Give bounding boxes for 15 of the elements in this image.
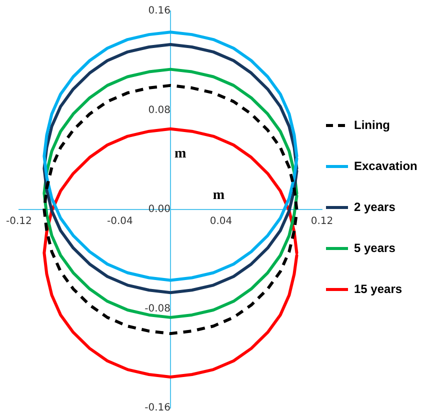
x-tick-label: 0.04 (210, 216, 232, 228)
y-tick-label: -0.16 (144, 402, 170, 414)
y-axis-title: m (174, 146, 186, 162)
legend-label: 5 years (354, 240, 396, 255)
x-axis-title: m (212, 188, 225, 204)
legend-label: Excavation (354, 158, 418, 173)
legend-label: 15 years (354, 282, 402, 296)
x-tick-label: -0.04 (107, 216, 133, 228)
x-tick-label: -0.12 (6, 216, 32, 228)
y-tick-label: 0.16 (148, 6, 170, 17)
x-tick-label: 0.12 (310, 216, 334, 228)
y-tick-label: -0.08 (144, 303, 170, 314)
legend-label: 2 years (354, 200, 396, 214)
legend-label: Lining (354, 118, 390, 132)
y-tick-label: 0.08 (148, 104, 170, 116)
